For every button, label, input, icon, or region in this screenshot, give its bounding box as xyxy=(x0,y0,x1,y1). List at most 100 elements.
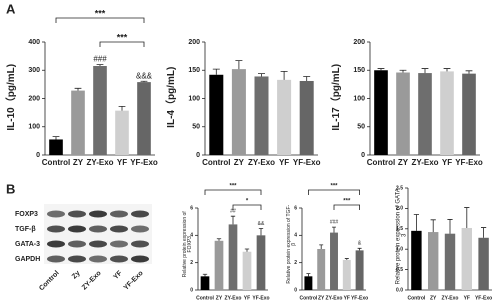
x-tick-label: YF-Exo xyxy=(455,158,483,167)
error-bar xyxy=(447,219,453,234)
x-tick-label: ZY-Exo xyxy=(225,295,242,301)
error-bar xyxy=(332,226,336,233)
blot-band xyxy=(89,210,107,218)
bar xyxy=(440,71,454,155)
error-bar xyxy=(74,87,82,91)
error-bar xyxy=(235,60,243,70)
bar xyxy=(209,74,224,155)
x-tick-label: ZY xyxy=(430,295,437,301)
bar xyxy=(228,224,238,290)
error-bar xyxy=(244,248,250,252)
y-tick-label: 1.0 xyxy=(396,247,403,253)
bar xyxy=(418,73,432,155)
bar xyxy=(71,90,85,155)
y-tick-label: 0 xyxy=(361,152,365,159)
bar xyxy=(396,72,410,155)
x-tick-label: Control xyxy=(300,295,318,301)
bar-label: ### xyxy=(93,55,107,64)
bar xyxy=(317,249,326,290)
blot-lane-label: YF xyxy=(112,269,124,281)
bar xyxy=(304,276,313,290)
error-bar xyxy=(212,68,220,75)
blot-row-label: TGF-β xyxy=(15,226,36,233)
bar xyxy=(330,232,338,290)
blot-band xyxy=(89,225,107,233)
x-tick-label: Control xyxy=(202,158,230,167)
error-bar xyxy=(413,214,420,231)
bracket-label: *** xyxy=(117,32,128,42)
blot-band xyxy=(110,210,128,218)
y-tick-label: 50 xyxy=(192,124,200,131)
blot-band xyxy=(68,255,86,263)
x-tick-label: YF-Exo xyxy=(252,295,269,301)
bar xyxy=(231,69,246,155)
error-bar xyxy=(216,238,222,241)
x-tick-label: ZY xyxy=(216,295,223,301)
x-tick-label: YF-Exo xyxy=(351,295,368,301)
error-bar xyxy=(464,207,470,228)
error-bar xyxy=(280,70,288,80)
error-bar xyxy=(443,68,451,72)
x-tick-label: ZY xyxy=(73,158,84,167)
bar xyxy=(411,230,422,290)
bracket xyxy=(204,189,262,195)
y-tick-label: 1.5 xyxy=(396,226,403,232)
y-tick-label: 0 xyxy=(190,287,193,293)
y-tick-label: 50 xyxy=(357,124,365,131)
bar-label: ## xyxy=(230,209,236,215)
bar xyxy=(427,232,439,290)
error-bar xyxy=(430,219,436,233)
x-tick-label: YF xyxy=(344,295,350,301)
x-tick-label: Control xyxy=(42,158,70,167)
blot-band xyxy=(110,255,128,263)
error-bar xyxy=(357,247,362,251)
x-tick-label: ZY xyxy=(318,295,325,301)
blot-band xyxy=(47,255,65,263)
bar xyxy=(137,82,151,155)
bar-label: ### xyxy=(330,219,339,225)
blot-band xyxy=(131,240,149,248)
x-tick-label: YF xyxy=(442,158,452,167)
bar xyxy=(49,139,63,155)
error-bar xyxy=(319,244,324,249)
blot-lane-label: YF-Exo xyxy=(123,270,145,292)
bar xyxy=(299,80,314,155)
bar xyxy=(462,73,476,155)
blot-lane-label: Control xyxy=(38,270,61,293)
y-tick-label: 200 xyxy=(353,39,365,46)
bracket xyxy=(308,189,360,195)
y-tick-label: 0.0 xyxy=(396,287,403,293)
error-bar xyxy=(96,64,104,67)
y-tick-label: 150 xyxy=(188,67,200,74)
error-bar xyxy=(303,76,311,81)
error-bar xyxy=(258,228,264,236)
y-tick-label: 0 xyxy=(294,287,297,293)
x-tick-label: YF xyxy=(464,295,470,301)
x-tick-label: YF xyxy=(117,158,127,167)
y-tick-label: 2.5 xyxy=(396,185,403,191)
bar xyxy=(342,259,351,290)
bracket xyxy=(55,17,145,23)
error-bar xyxy=(140,80,148,83)
error-bar xyxy=(118,106,126,111)
x-tick-label: Control xyxy=(196,295,214,301)
error-bar xyxy=(52,136,60,140)
bar xyxy=(242,251,252,290)
bracket xyxy=(333,204,360,210)
x-tick-label: ZY-Exo xyxy=(326,295,343,301)
blot-band xyxy=(131,225,149,233)
y-tick-label: 2.0 xyxy=(396,206,403,212)
y-tick-label: 200 xyxy=(188,39,200,46)
bracket-label: *** xyxy=(95,8,106,18)
error-bar xyxy=(344,258,349,260)
bar xyxy=(200,276,210,290)
x-tick-label: Control xyxy=(367,158,395,167)
bar-label: && xyxy=(258,221,265,227)
blot-band xyxy=(131,210,149,218)
bar xyxy=(277,79,292,155)
error-bar xyxy=(257,73,266,77)
x-tick-label: ZY xyxy=(234,158,245,167)
bar-label: &&& xyxy=(136,71,153,80)
x-tick-label: YF-Exo xyxy=(130,158,158,167)
